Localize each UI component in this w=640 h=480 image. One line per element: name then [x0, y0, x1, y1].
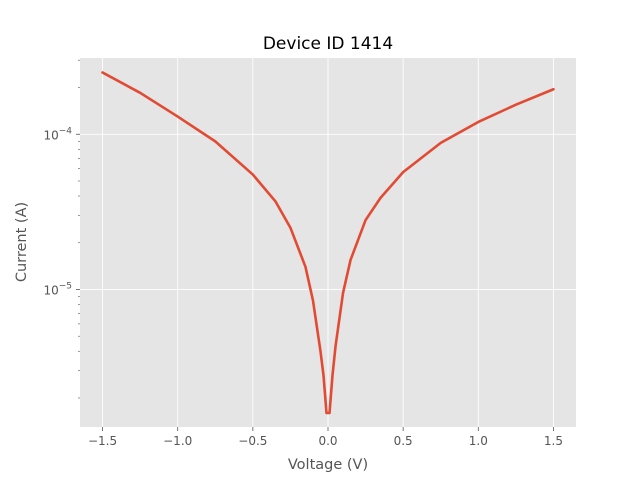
x-tick-label: 0.0 — [318, 434, 337, 448]
x-tick-label: 0.5 — [394, 434, 413, 448]
series-layer — [101, 71, 555, 415]
x-axis-ticks: −1.5 −1.0 −0.5 0.0 0.5 1.0 1.5 — [88, 427, 563, 448]
x-tick-label: 1.5 — [544, 434, 563, 448]
x-tick-label: −0.5 — [238, 434, 267, 448]
x-tick-label: −1.5 — [88, 434, 117, 448]
minor-ticks — [78, 59, 80, 399]
y-tick-label: 10−4 — [43, 126, 72, 142]
y-axis-label: Current (A) — [14, 202, 30, 282]
y-tick-label: 10−5 — [43, 281, 72, 297]
x-tick-label: 1.0 — [469, 434, 488, 448]
chart-title: Device ID 1414 — [263, 34, 393, 54]
x-axis-label: Voltage (V) — [288, 457, 368, 473]
series-line — [101, 71, 555, 415]
y-axis-ticks: 10−5 10−4 — [43, 126, 80, 297]
grid — [80, 58, 576, 427]
x-tick-label: −1.0 — [163, 434, 192, 448]
